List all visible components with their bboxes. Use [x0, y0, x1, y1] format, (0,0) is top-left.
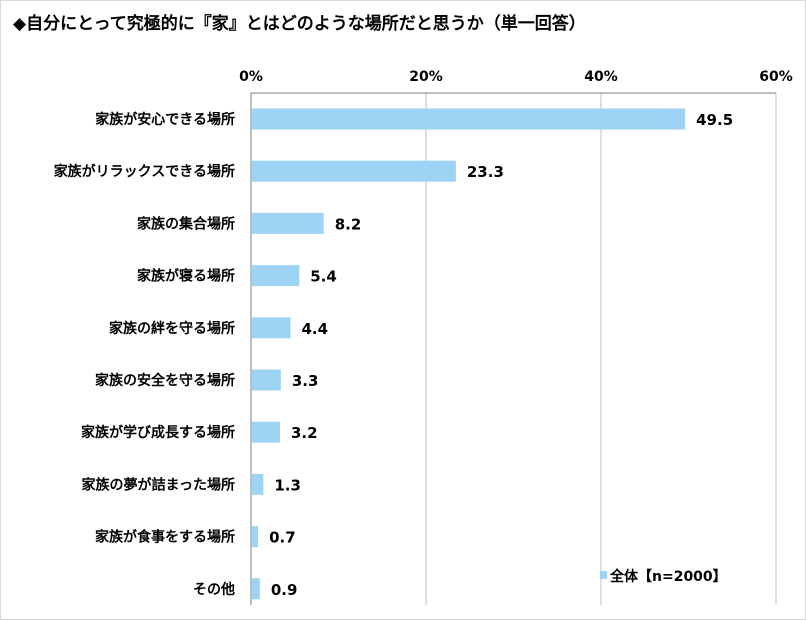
data-label: 49.5 — [696, 111, 733, 129]
category-label: 家族の安全を守る場所 — [95, 372, 235, 389]
bar — [252, 578, 260, 600]
category-label: 家族がリラックスできる場所 — [54, 163, 235, 180]
category-label: その他 — [193, 581, 235, 598]
bar — [252, 265, 300, 287]
data-label: 3.3 — [292, 372, 319, 390]
data-label: 0.9 — [271, 581, 298, 599]
bar — [252, 108, 686, 130]
x-tick-label: 0% — [239, 69, 263, 85]
bar — [252, 160, 456, 182]
category-label: 家族が寝る場所 — [137, 268, 235, 285]
bar — [252, 421, 280, 443]
category-label: 家族の絆を守る場所 — [109, 320, 235, 337]
x-tick-label: 20% — [409, 69, 443, 85]
data-label: 4.4 — [302, 320, 329, 338]
x-tick-label: 40% — [584, 69, 618, 85]
category-label: 家族が食事をする場所 — [95, 529, 235, 546]
bar — [252, 317, 291, 339]
x-tick-label: 60% — [759, 69, 793, 85]
chart-title: ◆自分にとって究極的に『家』とはどのような場所だと思うか（単一回答） — [13, 14, 586, 34]
legend-swatch — [600, 571, 607, 579]
category-label: 家族の集合場所 — [137, 215, 235, 232]
data-label: 0.7 — [269, 529, 296, 547]
bar — [252, 526, 259, 548]
data-label: 3.2 — [291, 424, 318, 442]
data-label: 8.2 — [335, 215, 362, 233]
bar — [252, 212, 324, 234]
data-label: 23.3 — [467, 163, 504, 181]
bar — [252, 473, 264, 495]
category-label: 家族が学び成長する場所 — [81, 424, 235, 441]
data-label: 1.3 — [274, 476, 301, 494]
legend-label: 全体【n=2000】 — [609, 568, 727, 585]
data-label: 5.4 — [310, 268, 337, 286]
category-label: 家族の夢が詰まった場所 — [82, 476, 235, 493]
category-label: 家族が安心できる場所 — [95, 111, 235, 128]
bar — [252, 369, 281, 391]
